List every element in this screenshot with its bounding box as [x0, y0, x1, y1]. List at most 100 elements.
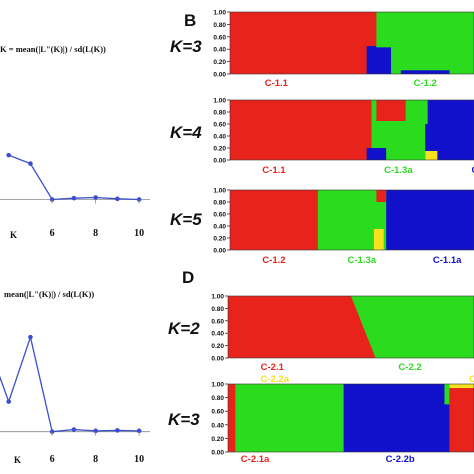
structure-plot-b-k3: 1.00 0.80 0.60 0.40 0.20 0.00 K=3 C-1.1 C-1.2: [170, 10, 474, 89]
y-tick-label: 0.80: [213, 22, 226, 29]
x-tick-label: 10: [134, 228, 144, 239]
y-tick-label: 0.40: [211, 331, 224, 338]
plot-frame: [227, 295, 474, 359]
data-point-9: [115, 196, 120, 202]
bar-charts: 1.00 0.80 0.60 0.40 0.20 0.00 K=3 C-1.1 C-1.2 1.0…: [168, 10, 474, 465]
group-label: C-1.1: [265, 78, 289, 89]
admixture-blue: [366, 46, 392, 74]
structure-plot-b-k4: 1.00 0.80 0.60 0.40 0.20 0.00 K=4 C-1.1 C-1.3a C-: [170, 98, 474, 176]
group-label: C-2.1: [261, 362, 285, 373]
k-label: K=5: [170, 210, 202, 229]
data-point-10: [136, 428, 142, 434]
y-tick-label: 0.40: [211, 422, 224, 429]
plot-frame: [227, 383, 474, 453]
group-label: C-1.1a: [433, 255, 462, 266]
cluster-segment-3: [449, 384, 474, 452]
y-tick-label: 0.00: [213, 248, 226, 255]
y-tick-label: 1.00: [213, 98, 226, 105]
group-label: C-1.3a: [348, 255, 377, 266]
admixture-green: [417, 100, 428, 124]
line-charts: 6 8 10 K K = mean(|L"(K)|) / sd(L(K)) 6 8 10 Kme…: [0, 44, 150, 465]
y-tick-label: 0.00: [211, 356, 224, 363]
y-tick-label: 0.20: [213, 146, 226, 153]
structure-plot-d-k2: 1.00 0.80 0.60 0.40 0.20 0.00 K=2 C-2.1 C-2.2: [168, 294, 474, 373]
y-tick-label: 1.00: [211, 294, 224, 301]
data-point-9: [115, 428, 120, 433]
k-label: K=4: [170, 123, 202, 142]
panel-label-d: D: [182, 268, 194, 287]
y-tick-label: 0.80: [213, 110, 226, 117]
admixture-green: [376, 39, 396, 48]
y-tick-label: 0.20: [211, 343, 224, 350]
plot-frame: [229, 99, 474, 161]
x-tick-label: 8: [93, 228, 98, 239]
y-tick-label: 0.60: [211, 409, 224, 416]
y-tick-label: 0.80: [213, 200, 226, 207]
y-tick-label: 0.00: [211, 450, 224, 457]
data-point-7: [71, 427, 77, 432]
y-tick-label: 0.00: [213, 158, 226, 165]
data-point-4: [6, 399, 11, 404]
admixture-red: [376, 100, 406, 121]
group-label: C-2: [469, 374, 474, 385]
plot-frame: [229, 11, 474, 75]
line-chart-a: 6 8 10 K K = mean(|L"(K)|) / sd(L(K)): [0, 44, 150, 240]
admixture-green: [351, 296, 386, 358]
cluster-segment-2: [386, 190, 474, 250]
data-point-5: [28, 334, 33, 340]
y-tick-label: 0.80: [211, 306, 224, 313]
y-tick-label: 0.20: [213, 236, 226, 243]
k-label: K=2: [168, 319, 200, 338]
formula-label: mean(|L"(K)|) / sd(L(K)): [4, 289, 94, 299]
structure-plot-b-k5: 1.00 0.80 0.60 0.40 0.20 0.00 K=5 C-1.2 C-1.3a C-…: [170, 188, 474, 266]
x-tick-label: 8: [93, 454, 98, 465]
admixture-blue-low: [400, 70, 450, 74]
y-tick-label: 1.00: [213, 10, 226, 17]
group-label: C-1.2: [262, 255, 285, 266]
cluster-segment-0: [228, 384, 236, 452]
panel-label-b: B: [184, 11, 196, 30]
y-tick-label: 0.60: [213, 212, 226, 219]
y-tick-label: 0.20: [213, 59, 226, 66]
y-tick-label: 0.00: [213, 72, 226, 79]
cluster-segment-2: [425, 100, 474, 160]
cluster-segment-1: [385, 296, 474, 358]
group-label: C-: [472, 165, 474, 176]
y-tick-label: 0.60: [213, 122, 226, 129]
x-tick-label: 6: [50, 454, 55, 465]
y-tick-label: 0.60: [211, 318, 224, 325]
group-label: C-2.1a: [241, 454, 270, 465]
cluster-segment-0: [230, 100, 373, 160]
y-tick-label: 0.60: [213, 34, 226, 41]
x-axis-label: K: [10, 230, 17, 240]
admixture-red: [376, 190, 387, 202]
y-tick-label: 1.00: [211, 382, 224, 389]
data-point-8: [93, 195, 98, 200]
group-label: C-2.2: [398, 362, 421, 373]
plot-frame: [229, 189, 474, 251]
y-tick-label: 0.40: [213, 134, 226, 141]
group-label: C-2.2b: [386, 454, 415, 465]
cluster-segment-0: [230, 12, 377, 74]
y-tick-label: 0.20: [211, 436, 224, 443]
x-axis-label: K: [14, 455, 21, 465]
structure-plot-d-k3: 1.00 0.80 0.60 0.40 0.20 0.00 K=3 C-2.1a C-2.2a C…: [168, 374, 474, 465]
x-tick-label: 10: [134, 454, 144, 465]
formula-label: K = mean(|L"(K)|) / sd(L(K)): [0, 44, 106, 54]
y-tick-label: 1.00: [213, 188, 226, 195]
k-label: K=3: [168, 410, 200, 429]
y-tick-label: 0.80: [211, 395, 224, 402]
cluster-segment-2: [343, 384, 450, 452]
data-point-5: [28, 161, 33, 166]
data-point-8: [93, 428, 98, 434]
data-point-7: [71, 195, 77, 201]
cluster-segment-1: [235, 384, 345, 452]
data-point-4: [6, 152, 11, 158]
series-line: [0, 334, 140, 433]
group-label: C-1.3a: [384, 165, 413, 176]
series-line: [8, 154, 140, 201]
admixture-yellow: [373, 229, 384, 250]
y-tick-label: 0.40: [213, 47, 226, 54]
group-label: C-1.1: [262, 165, 286, 176]
